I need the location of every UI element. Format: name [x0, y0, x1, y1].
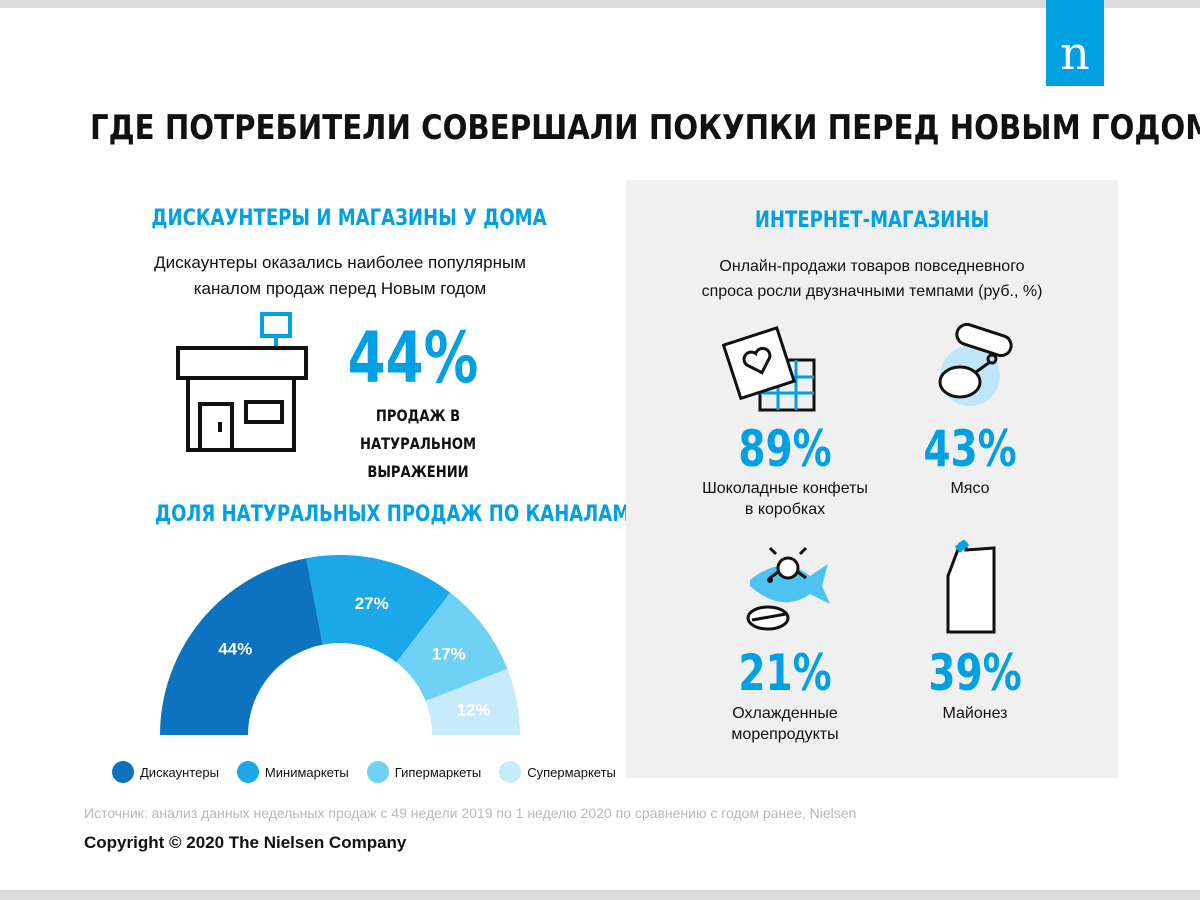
chicken-bone [975, 360, 991, 374]
legend-item-supermarkets: Супермаркеты [499, 761, 616, 783]
discounters-share: 44% [347, 317, 479, 399]
seafood-label-line1: Охлажденные [732, 705, 838, 722]
slice-supermarkets [425, 668, 520, 735]
meat-growth: 43% [923, 420, 1017, 478]
heart-icon [742, 346, 772, 375]
slice-discounters [160, 558, 323, 735]
half-donut-chart: 44% 27% 17% 12% [160, 555, 520, 735]
left-heading: ДИСКАУНТЕРЫ И МАГАЗИНЫ У ДОМА [151, 206, 547, 231]
slice-label: 12% [457, 701, 491, 720]
seafood-icon [746, 546, 830, 631]
store-icon [176, 312, 308, 452]
legend-swatch [366, 761, 389, 783]
chicken-leg [938, 365, 982, 399]
meat-icon [938, 322, 1013, 406]
discounters-caption-line2: ВЫРАЖЕНИИ [367, 462, 469, 481]
seafood-label-line2: морепродукты [731, 726, 839, 743]
legend-swatch [236, 761, 259, 783]
slice-label: 17% [432, 644, 466, 663]
slice-label: 44% [218, 639, 252, 658]
store-walls [186, 378, 296, 452]
slice-hypermarkets [396, 592, 508, 702]
store-sign [260, 312, 292, 338]
legend-item-hypermarkets: Гипермаркеты [366, 761, 482, 783]
legend-label: Супермаркеты [527, 764, 616, 780]
legend-label: Минимаркеты [264, 764, 349, 780]
chocolate-box-icon [722, 325, 816, 412]
slice-minimarkets [306, 555, 451, 663]
right-description: Онлайн-продажи товаров повседневного спр… [626, 254, 1118, 304]
store-window [244, 400, 284, 424]
right-description-line1: Онлайн-продажи товаров повседневного [719, 258, 1025, 275]
slice-label: 27% [355, 594, 389, 613]
logo-letter: n [1060, 26, 1090, 80]
chocolate-growth: 89% [738, 420, 832, 478]
legend-item-minimarkets: Минимаркеты [236, 761, 349, 783]
right-description-line2: спроса росли двузначными темпами (руб., … [701, 283, 1043, 300]
candy-box [722, 325, 796, 401]
chocolate-label-line1: Шоколадные конфеты [702, 480, 868, 497]
online-stores-panel [626, 180, 1118, 778]
seafood-label: Охлажденные морепродукты [690, 703, 880, 745]
chocolate-label: Шоколадные конфеты в коробках [680, 478, 890, 520]
legend-swatch [499, 761, 522, 783]
crab [776, 556, 800, 580]
mayonnaise-label: Майонез [942, 705, 1008, 722]
seafood-growth: 21% [738, 644, 832, 702]
bottom-border [0, 890, 1200, 900]
chocolate-label-line2: в коробках [744, 501, 826, 518]
copyright: Copyright © 2020 The Nielsen Company [84, 833, 407, 852]
store-door [198, 402, 234, 452]
mayonnaise-cap [954, 540, 970, 553]
discounters-caption: ПРОДАЖ В НАТУРАЛЬНОМ ВЫРАЖЕНИИ [336, 402, 500, 486]
chart-heading: ДОЛЯ НАТУРАЛЬНЫХ ПРОДАЖ ПО КАНАЛАМ, % [155, 502, 662, 527]
left-description: Дискаунтеры оказались наиболее популярны… [110, 250, 570, 302]
discounters-caption-line1: ПРОДАЖ В НАТУРАЛЬНОМ [359, 406, 477, 453]
mussel-seam [751, 612, 787, 622]
legend-label: Гипермаркеты [394, 764, 482, 780]
legend-swatch [112, 761, 134, 783]
legend-item-discounters: Дискаунтеры [112, 761, 219, 783]
page-title: ГДЕ ПОТРЕБИТЕЛИ СОВЕРШАЛИ ПОКУПКИ ПЕРЕД … [90, 108, 1200, 148]
fish [750, 564, 830, 604]
crab-claws [768, 546, 808, 580]
top-border [0, 0, 1200, 8]
meat-label: Мясо [950, 480, 990, 497]
mayonnaise-icon [946, 540, 996, 634]
store-roof [176, 346, 308, 380]
source-note: Источник: анализ данных недельных продаж… [84, 805, 857, 821]
sausage [955, 322, 1013, 358]
chart-legend: Дискаунтеры Минимаркеты Гипермаркеты Суп… [112, 761, 634, 783]
left-description-line1: Дискаунтеры оказались наиболее популярны… [154, 253, 526, 272]
mayonnaise-growth: 39% [928, 644, 1022, 702]
chicken-bone-end [986, 353, 998, 365]
right-heading: ИНТЕРНЕТ-МАГАЗИНЫ [754, 208, 990, 233]
nielsen-logo: n [1046, 0, 1104, 86]
left-description-line2: каналом продаж перед Новым годом [193, 279, 487, 298]
legend-label: Дискаунтеры [140, 764, 219, 780]
mayonnaise-pack [946, 542, 996, 634]
